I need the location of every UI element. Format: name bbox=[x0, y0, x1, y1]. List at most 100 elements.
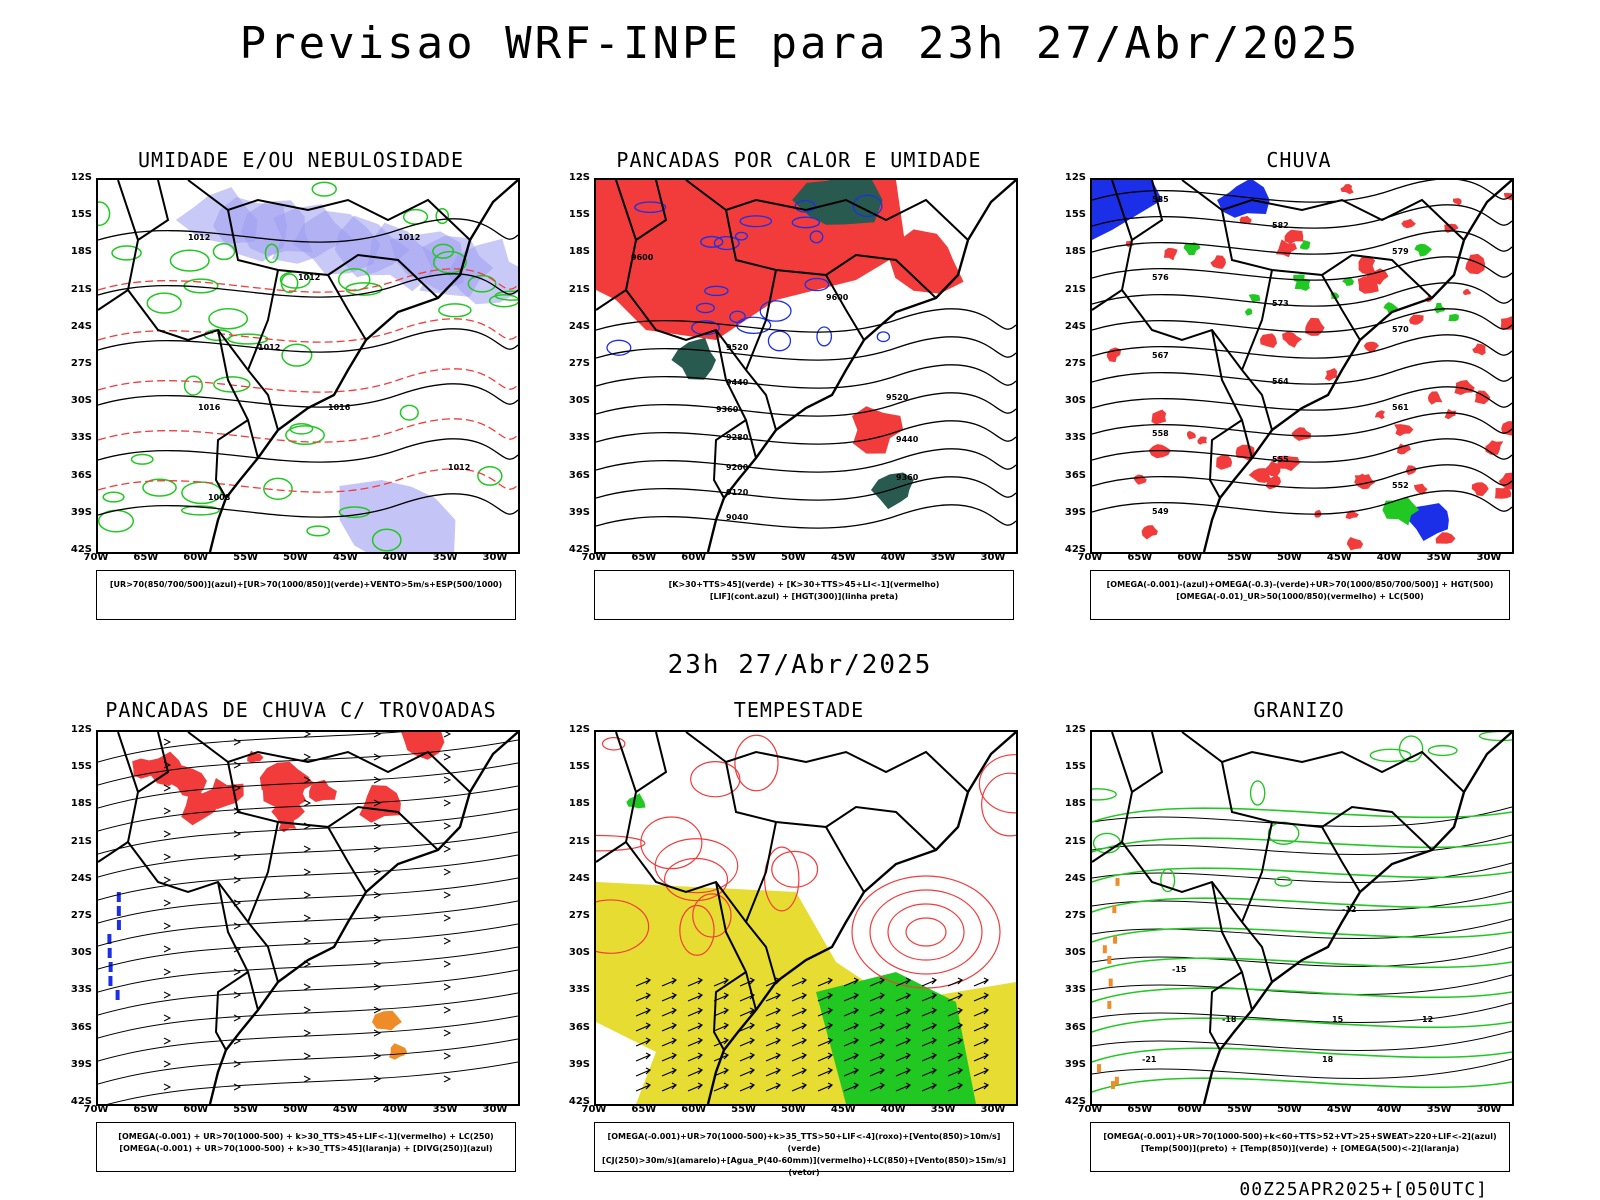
coastline bbox=[208, 732, 518, 1104]
wind-vector-icon bbox=[869, 1037, 886, 1047]
flow-arrow-icon bbox=[303, 845, 312, 853]
coastline bbox=[706, 180, 1016, 552]
contour-label: 9440 bbox=[726, 378, 749, 387]
wind-vector-icon bbox=[843, 1022, 860, 1032]
state-border bbox=[1181, 180, 1465, 241]
wind-vector-icon bbox=[765, 1082, 782, 1092]
legend-line: [OMEGA(-0.001)+UR>70(1000-500)+k>35_TTS>… bbox=[607, 1132, 1001, 1153]
geopotential-contour bbox=[1092, 204, 1512, 229]
height-contour bbox=[596, 364, 1016, 389]
contour-label: 18 bbox=[1322, 1055, 1334, 1064]
low-level-humidity-contour bbox=[494, 290, 518, 301]
state-border bbox=[227, 761, 367, 893]
wind-vector-icon bbox=[687, 1007, 704, 1017]
lon-tick-label: 70W bbox=[1077, 1104, 1103, 1115]
contour-label: 579 bbox=[1392, 247, 1409, 256]
strong-omega-area bbox=[1434, 302, 1446, 314]
wind-vector-icon bbox=[973, 1022, 990, 1032]
flow-arrow-icon bbox=[373, 868, 382, 876]
lifted-index-contour bbox=[804, 277, 830, 292]
contour-label: 9440 bbox=[896, 435, 919, 444]
low-level-humidity-contour bbox=[263, 477, 293, 501]
temp-850-contour bbox=[1369, 748, 1412, 763]
low-level-humidity-contour bbox=[477, 465, 503, 486]
map-panel-granizo: -12 -15 -18 -21 12 15 18 bbox=[1090, 730, 1514, 1106]
legend-line: [OMEGA(-0.01)_UR>50(1000/850)(vermelho) … bbox=[1176, 592, 1424, 601]
geopotential-contour bbox=[1092, 386, 1512, 411]
wind-vector-icon bbox=[869, 1082, 886, 1092]
flow-arrow-icon bbox=[303, 937, 312, 945]
pressure-contour bbox=[98, 273, 518, 298]
flow-arrow-icon bbox=[233, 968, 242, 976]
flow-arrow-icon bbox=[303, 891, 312, 899]
instability-area bbox=[852, 406, 904, 454]
lon-tick-label: 30W bbox=[1476, 1104, 1502, 1115]
low-level-humidity-contour bbox=[102, 491, 125, 503]
flow-arrow-icon bbox=[303, 1029, 312, 1037]
flow-arrow-icon bbox=[373, 983, 382, 991]
panel-1-title: UMIDADE E/OU NEBULOSIDADE bbox=[137, 148, 465, 172]
geopotential-contour bbox=[1092, 256, 1512, 281]
lat-tick-label: 39S bbox=[1064, 506, 1086, 518]
run-timestamp: 00Z25APR2025+[050UTC] bbox=[1239, 1179, 1488, 1200]
flow-arrow-icon bbox=[373, 1075, 382, 1083]
flow-arrow-icon bbox=[443, 845, 452, 853]
strong-omega-area bbox=[1414, 243, 1432, 257]
flow-arrow-icon bbox=[443, 868, 452, 876]
flow-arrow-icon bbox=[373, 753, 382, 761]
temp-500-contour bbox=[1092, 862, 1512, 883]
low-level-humidity-contour bbox=[371, 528, 402, 552]
wind-vector-icon bbox=[895, 977, 912, 987]
flow-arrow-icon bbox=[303, 753, 312, 761]
lon-tick-label: 70W bbox=[581, 552, 607, 563]
wind-vector-icon bbox=[661, 1067, 678, 1077]
flow-arrow-icon bbox=[303, 1075, 312, 1083]
wind-vector-icon bbox=[817, 1082, 834, 1092]
lon-tick-label: 65W bbox=[1127, 552, 1153, 563]
lat-tick-label: 33S bbox=[70, 984, 92, 996]
geopotential-contour bbox=[1092, 360, 1512, 385]
humidity-contour bbox=[487, 351, 518, 374]
wind-vector-icon bbox=[817, 992, 834, 1002]
flow-arrow-icon bbox=[443, 1029, 452, 1037]
wind-vector-icon bbox=[713, 977, 730, 987]
state-border bbox=[214, 971, 249, 1051]
contour-label: 561 bbox=[1392, 403, 1409, 412]
divergence-mark bbox=[107, 934, 112, 944]
rain-area bbox=[1501, 421, 1512, 436]
lon-tick-label: 70W bbox=[83, 1104, 109, 1115]
temp-850-contour bbox=[1274, 876, 1293, 887]
humidity-contour bbox=[473, 315, 500, 333]
flow-arrow-icon bbox=[303, 776, 312, 784]
flow-arrow-icon bbox=[233, 922, 242, 930]
low-level-humidity-contour bbox=[169, 249, 210, 272]
flow-arrow-icon bbox=[443, 983, 452, 991]
rain-area bbox=[1427, 391, 1443, 405]
lifting-condensation-contour bbox=[851, 875, 1001, 989]
flow-arrow-icon bbox=[163, 922, 172, 930]
wind-vector-icon bbox=[947, 992, 964, 1002]
lat-tick-label: 12S bbox=[1064, 172, 1086, 183]
low-level-humidity-contour bbox=[180, 505, 220, 516]
wind-vector-icon bbox=[635, 1082, 652, 1092]
wind-vector-icon bbox=[947, 1022, 964, 1032]
lat-tick-label: 27S bbox=[568, 910, 590, 921]
low-level-humidity-contour bbox=[208, 308, 249, 330]
k-index-area bbox=[871, 472, 914, 510]
state-border bbox=[187, 732, 471, 793]
lon-tick-label: 60W bbox=[681, 1104, 707, 1115]
flow-arrow-icon bbox=[373, 937, 382, 945]
contour-label: 573 bbox=[1272, 299, 1289, 308]
geopotential-contour bbox=[1092, 180, 1512, 203]
rain-area bbox=[1444, 408, 1457, 420]
streamline bbox=[98, 946, 518, 993]
low-level-humidity-contour bbox=[432, 243, 455, 259]
lon-tick-label: 40W bbox=[1376, 552, 1402, 563]
flow-arrow-icon bbox=[443, 1075, 452, 1083]
rain-area bbox=[1471, 482, 1489, 497]
rain-area bbox=[1397, 443, 1411, 455]
contour-label: 9520 bbox=[726, 343, 749, 352]
geopotential-contour bbox=[1092, 438, 1512, 463]
flow-arrow-icon bbox=[163, 1014, 172, 1022]
flow-arrow-icon bbox=[163, 991, 172, 999]
